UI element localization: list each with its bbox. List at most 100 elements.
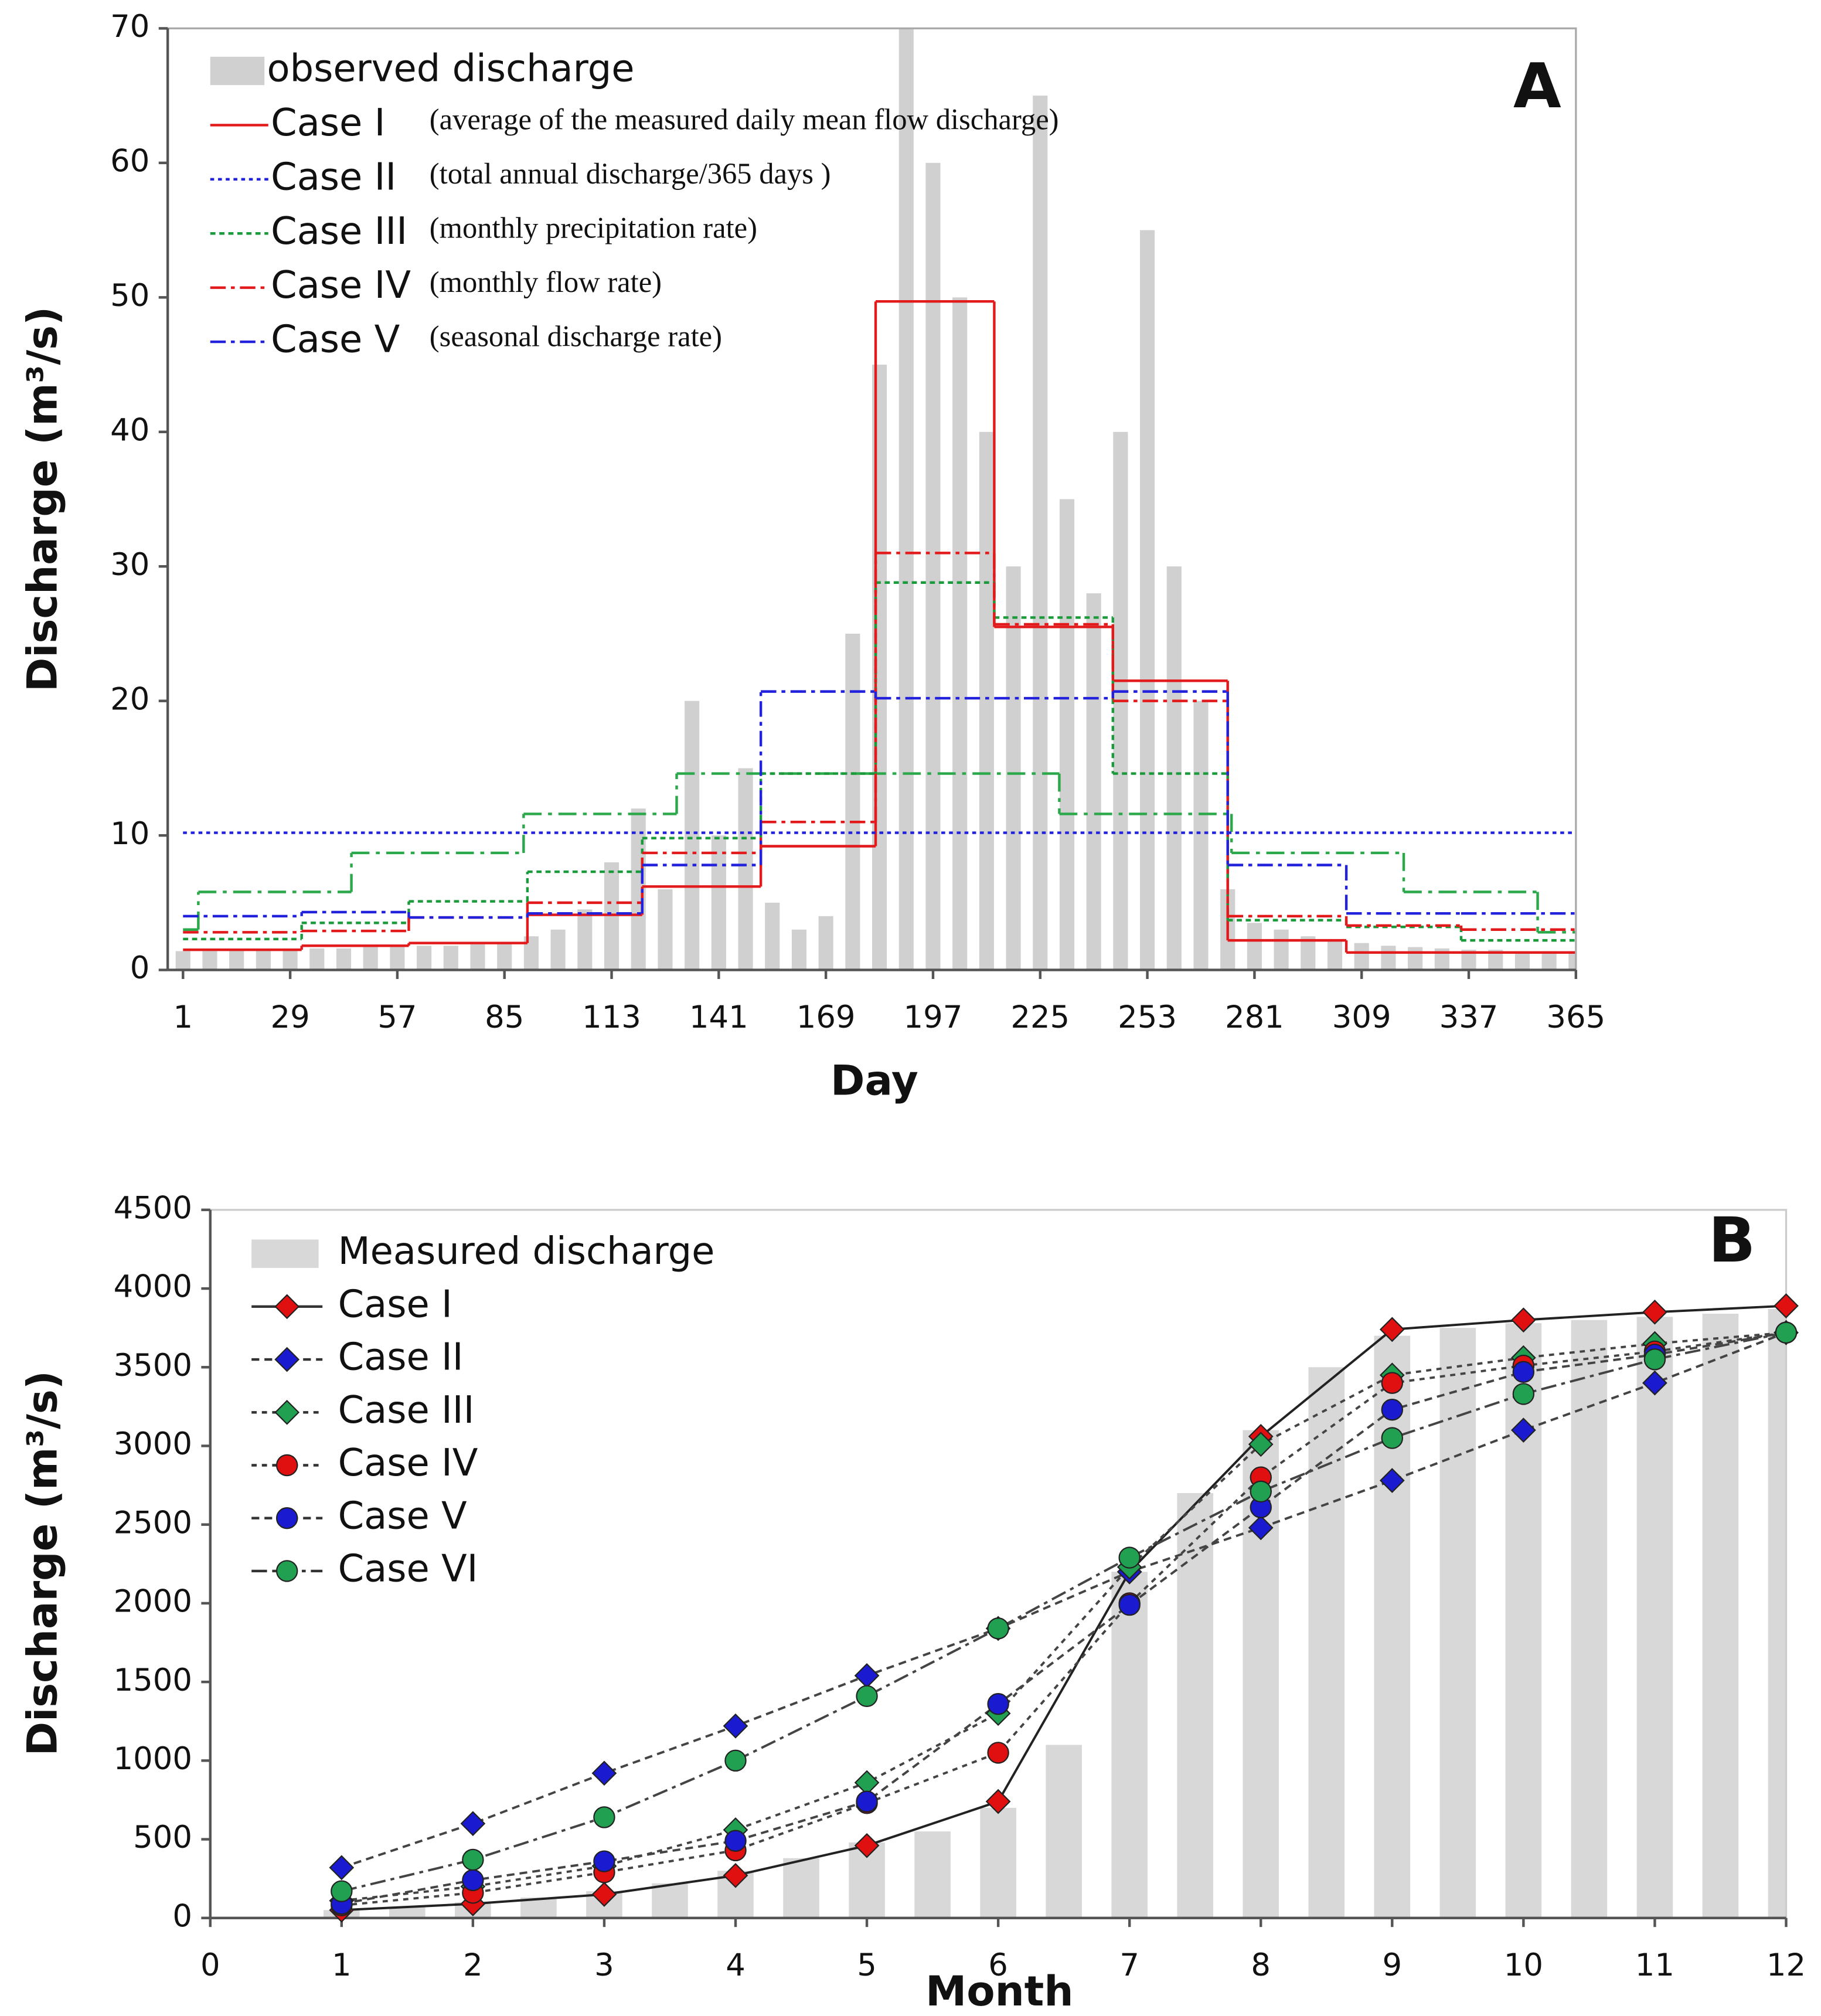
observed-bar [390, 947, 405, 970]
observed-bar [1702, 1314, 1739, 1918]
observed-bar [202, 951, 217, 970]
x-tick-label: 169 [797, 999, 856, 1035]
marker [856, 1685, 878, 1707]
observed-bar [818, 916, 833, 970]
x-tick-label: 5 [857, 1947, 877, 1983]
legend-swatch [210, 56, 265, 86]
observed-bar [914, 1831, 951, 1918]
y-tick-label: 40 [110, 412, 149, 448]
y-tick-label: 60 [110, 144, 149, 179]
marker [1118, 1593, 1141, 1616]
marker [1381, 1427, 1403, 1449]
observed-bar [1327, 940, 1343, 970]
observed-bar [1140, 230, 1155, 970]
legend-description: (seasonal discharge rate) [430, 319, 722, 352]
marker [1381, 1399, 1403, 1421]
observed-bar [1033, 96, 1048, 970]
marker [1510, 1417, 1536, 1443]
x-tick-label: 10 [1504, 1947, 1543, 1983]
series-line [341, 1331, 1787, 1869]
legend-label: Case I [271, 101, 385, 145]
observed-bar [497, 943, 512, 970]
y-tick-label: 3000 [114, 1426, 192, 1462]
marker [329, 1855, 355, 1881]
x-tick-label: 7 [1119, 1947, 1139, 1983]
observed-bar [1381, 946, 1396, 970]
legend-label: Case VI [338, 1547, 478, 1590]
x-tick-label: 2 [463, 1947, 483, 1983]
observed-bar [389, 1906, 426, 1918]
observed-bar [1006, 566, 1021, 970]
observed-bar [604, 862, 620, 970]
y-tick-label: 0 [130, 950, 150, 986]
marker [1118, 1546, 1141, 1569]
panel-label: A [1513, 50, 1561, 122]
marker [723, 1713, 748, 1739]
y-tick-label: 4000 [114, 1269, 192, 1305]
legend-marker [274, 1347, 300, 1372]
marker [462, 1848, 484, 1871]
observed-bar [925, 162, 941, 970]
series-line [341, 1331, 1786, 1907]
x-axis-title: Month [925, 1967, 1073, 2015]
marker [856, 1790, 878, 1813]
observed-bar [980, 1807, 1016, 1918]
observed-bar [898, 28, 914, 970]
marker [987, 1617, 1009, 1640]
legend-marker [274, 1294, 300, 1320]
legend-description: (total annual discharge/365 days ) [430, 157, 831, 190]
marker [593, 1806, 615, 1828]
legend-marker [275, 1560, 298, 1582]
plot-area [324, 1308, 1786, 1918]
marker [854, 1833, 880, 1858]
y-axis-title: Discharge (m³/s) [19, 307, 67, 692]
marker [591, 1882, 617, 1907]
observed-bar [872, 365, 887, 970]
observed-bar [336, 948, 352, 970]
y-tick-label: 2500 [114, 1505, 192, 1541]
legend-description: (monthly precipitation rate) [430, 211, 757, 244]
y-axis-title: Discharge (m³/s) [19, 1371, 67, 1756]
plot-area [175, 28, 1576, 970]
observed-bar [711, 835, 726, 970]
observed-bar [443, 946, 458, 970]
x-tick-label: 3 [594, 1947, 614, 1983]
observed-bar [1374, 1335, 1411, 1918]
observed-bar [470, 944, 485, 970]
x-tick-label: 1 [332, 1947, 352, 1983]
marker [1510, 1307, 1536, 1333]
legend-label: Case III [271, 210, 407, 253]
marker [593, 1850, 615, 1872]
marker [1512, 1361, 1535, 1383]
legend-label: Case IV [271, 264, 411, 307]
x-tick-label: 9 [1382, 1947, 1402, 1983]
legend-label: observed discharge [267, 47, 635, 91]
observed-bar [1301, 936, 1316, 970]
panel-label: B [1708, 1204, 1756, 1276]
y-tick-label: 50 [110, 278, 149, 314]
marker [1643, 1348, 1666, 1371]
y-tick-label: 1000 [114, 1741, 192, 1777]
x-tick-label: 253 [1118, 999, 1177, 1035]
marker [987, 1693, 1009, 1715]
observed-bar [175, 951, 190, 970]
x-tick-label: 85 [485, 999, 524, 1035]
observed-bar [1408, 947, 1423, 970]
marker [854, 1663, 880, 1688]
x-tick-label: 57 [377, 999, 417, 1035]
marker [1379, 1468, 1405, 1493]
observed-bar [783, 1858, 819, 1918]
observed-bar [1768, 1308, 1786, 1918]
observed-bar [1571, 1320, 1608, 1918]
observed-bar [1086, 593, 1101, 970]
marker [1642, 1299, 1667, 1325]
legend-swatch [251, 1239, 319, 1268]
legend-description: (average of the measured daily mean flow… [430, 103, 1059, 136]
observed-bar [550, 929, 566, 970]
x-tick-label: 1 [173, 999, 193, 1035]
observed-bar [1568, 951, 1576, 970]
x-tick-label: 113 [582, 999, 641, 1035]
marker [1512, 1383, 1535, 1405]
x-tick-label: 4 [726, 1947, 746, 1983]
marker [1774, 1293, 1799, 1318]
